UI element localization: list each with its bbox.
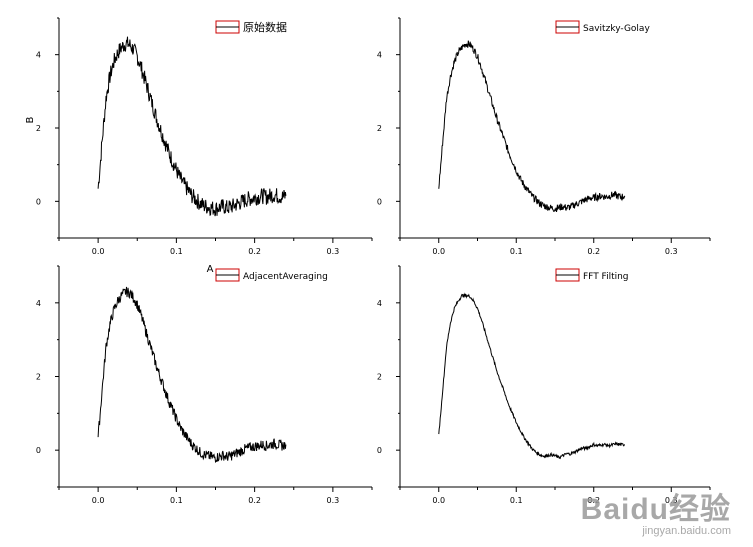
x-tick-label: 0.0 — [92, 496, 105, 505]
series-line — [438, 40, 626, 213]
watermark-url: jingyan.baidu.com — [642, 525, 731, 537]
x-tick-label: 0.3 — [665, 496, 678, 505]
y-tick-label: 0 — [377, 197, 382, 206]
legend-label: FFT Filting — [583, 272, 629, 282]
legend-label: Savitzky-Golay — [583, 24, 650, 34]
legend-label: 原始数据 — [243, 20, 287, 34]
y-tick-label: 2 — [36, 124, 41, 133]
x-tick-label: 0.1 — [170, 247, 183, 256]
y-tick-label: 2 — [377, 124, 382, 133]
x-tick-label: 0.1 — [510, 496, 523, 505]
x-tick-label: 0.0 — [92, 247, 105, 256]
x-tick-label: 0.1 — [510, 247, 523, 256]
y-tick-label: 0 — [377, 446, 382, 455]
panel-fft: 0.0 0.1 0.2 0.3 0 2 4 FFT Filting — [377, 265, 711, 505]
x-tick-label: 0.2 — [248, 247, 261, 256]
x-tick-label: 0.3 — [665, 247, 678, 256]
y-tick-label: 0 — [36, 197, 41, 206]
x-tick-label: 0.0 — [432, 496, 445, 505]
panel-raw: 0.0 0.1 0.2 0.3 0 2 4 B 原始数据 — [25, 17, 373, 256]
y-tick-label: 4 — [36, 51, 41, 60]
watermark-logo: Baidu经验 — [580, 493, 731, 526]
series-line — [97, 286, 287, 463]
y-tick-label: 4 — [377, 299, 382, 308]
y-tick-label: 2 — [36, 373, 41, 382]
x-tick-label: 0.2 — [248, 496, 261, 505]
legend-label: AdjacentAveraging — [243, 272, 328, 282]
panel-savitzky: 0.0 0.1 0.2 0.3 0 2 4 Savitzky-Golay — [377, 17, 711, 256]
stray-axis-label: A — [207, 264, 214, 275]
series-line — [438, 292, 626, 460]
x-tick-label: 0.3 — [327, 247, 340, 256]
x-tick-label: 0.1 — [170, 496, 183, 505]
panel-adjacent: 0.0 0.1 0.2 0.3 0 2 4 A AdjacentAveraging — [36, 264, 373, 505]
x-tick-label: 0.2 — [587, 247, 600, 256]
y-axis-label: B — [25, 116, 36, 123]
y-tick-label: 4 — [36, 299, 41, 308]
y-tick-label: 4 — [377, 51, 382, 60]
x-tick-label: 0.3 — [327, 496, 340, 505]
series-line — [97, 36, 287, 217]
watermark: Baidu经验 jingyan.baidu.com — [580, 493, 731, 538]
y-tick-label: 2 — [377, 373, 382, 382]
x-tick-label: 0.0 — [432, 247, 445, 256]
y-tick-label: 0 — [36, 446, 41, 455]
x-tick-label: 0.2 — [587, 496, 600, 505]
